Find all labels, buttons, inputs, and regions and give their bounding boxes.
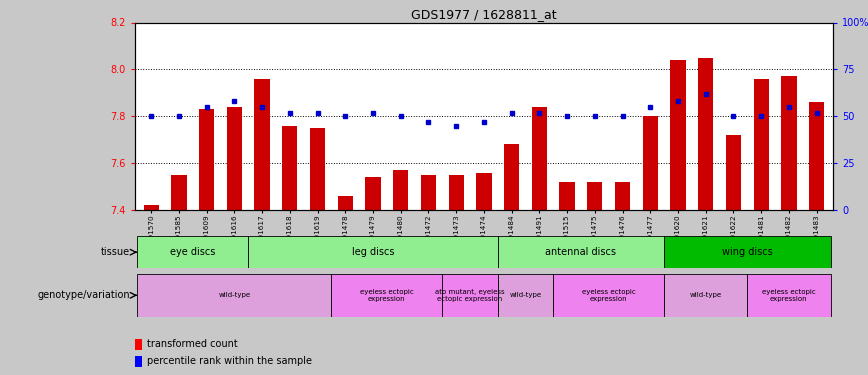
Title: GDS1977 / 1628811_at: GDS1977 / 1628811_at	[411, 8, 556, 21]
Bar	[310, 128, 326, 210]
Bar	[504, 144, 519, 210]
Bar	[365, 177, 381, 210]
Text: wing discs: wing discs	[722, 247, 773, 257]
Bar	[171, 175, 187, 210]
Bar	[137, 274, 332, 317]
Bar	[137, 236, 248, 268]
Text: wild-type: wild-type	[218, 292, 251, 298]
Bar	[135, 356, 142, 367]
Bar	[664, 236, 831, 268]
Bar	[443, 274, 497, 317]
Bar	[248, 236, 497, 268]
Bar	[282, 126, 298, 210]
Bar	[553, 274, 664, 317]
Bar	[227, 107, 242, 210]
Text: antennal discs: antennal discs	[545, 247, 616, 257]
Bar	[497, 274, 553, 317]
Bar	[421, 175, 436, 210]
Text: eyeless ectopic
expression: eyeless ectopic expression	[762, 289, 816, 302]
Bar	[143, 206, 159, 210]
Bar	[747, 274, 831, 317]
Text: tissue: tissue	[101, 247, 130, 257]
Text: leg discs: leg discs	[352, 247, 394, 257]
Text: eyeless ectopic
expression: eyeless ectopic expression	[582, 289, 635, 302]
Text: genotype/variation: genotype/variation	[37, 290, 130, 300]
Text: ato mutant, eyeless
ectopic expression: ato mutant, eyeless ectopic expression	[435, 289, 505, 302]
Bar	[781, 76, 797, 210]
Bar	[532, 107, 547, 210]
Bar	[753, 79, 769, 210]
Bar	[497, 236, 664, 268]
Text: eyeless ectopic
expression: eyeless ectopic expression	[360, 289, 414, 302]
Bar	[477, 172, 491, 210]
Bar	[254, 79, 270, 210]
Bar	[726, 135, 741, 210]
Bar	[615, 182, 630, 210]
Bar	[642, 116, 658, 210]
Bar	[393, 170, 408, 210]
Bar	[698, 58, 713, 210]
Text: wild-type: wild-type	[510, 292, 542, 298]
Text: transformed count: transformed count	[147, 339, 238, 349]
Text: wild-type: wild-type	[690, 292, 722, 298]
Bar	[332, 274, 443, 317]
Bar	[664, 274, 747, 317]
Bar	[449, 175, 464, 210]
Bar	[809, 102, 825, 210]
Text: eye discs: eye discs	[170, 247, 215, 257]
Bar	[135, 339, 142, 350]
Bar	[338, 196, 353, 210]
Bar	[199, 109, 214, 210]
Bar	[670, 60, 686, 210]
Bar	[560, 182, 575, 210]
Bar	[587, 182, 602, 210]
Text: percentile rank within the sample: percentile rank within the sample	[147, 357, 312, 366]
